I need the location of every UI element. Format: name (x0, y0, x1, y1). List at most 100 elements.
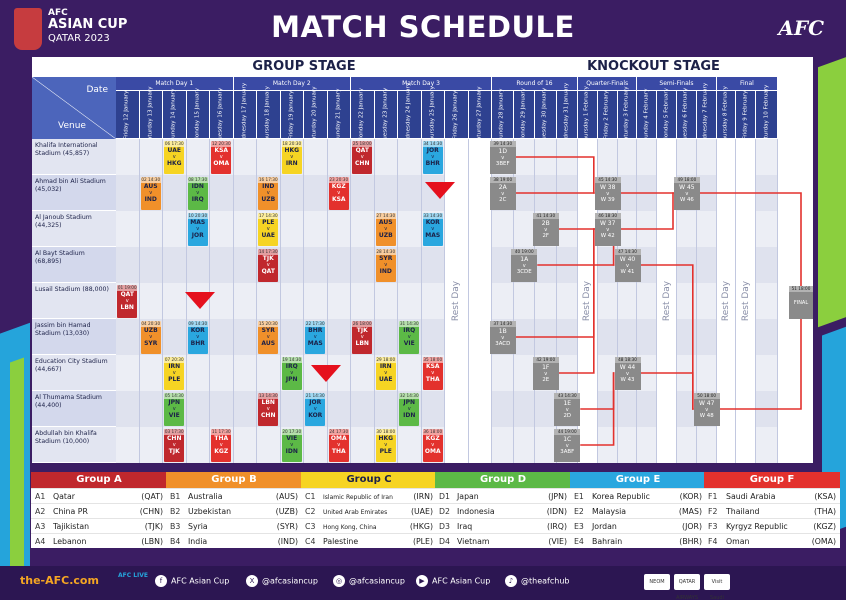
match-card[interactable]: 30 18:00 HKG v PLE (375, 428, 396, 462)
match-card[interactable]: 20 17:30 VIE v IDN (281, 428, 302, 462)
match-card[interactable]: 10 20:30 MAS v JOR (187, 212, 208, 246)
match-card[interactable]: 22 17:30 BHR v MAS (305, 320, 326, 354)
match-card[interactable]: 09 14:30 KOR v BHR (187, 320, 208, 354)
team-code: (BHR) (679, 537, 702, 546)
afc-live-badge[interactable]: AFC LIVE (118, 572, 148, 579)
grid-divider (279, 139, 281, 463)
home-team: HKG (284, 146, 300, 154)
match-card[interactable]: 26 18:00 TJK v LBN (352, 320, 373, 354)
match-card[interactable]: 01 19:00 QAT v LBN (117, 284, 138, 318)
knockout-match-card[interactable]: 43 14:30 1E v 2D (554, 392, 581, 426)
match-number: 25 (352, 140, 359, 146)
match-card[interactable]: 28 14:30 SYR v IND (375, 248, 396, 282)
kickoff-time: 20:30 (148, 320, 161, 326)
match-card[interactable]: 05 14:30 JPN v VIE (164, 392, 185, 426)
knockout-match-card[interactable]: 39 14:30 1D v 3BEF (489, 140, 516, 174)
home-team: IRQ (403, 326, 416, 334)
match-card[interactable]: 23 20:30 KGZ v KSA (328, 176, 349, 210)
away-team: UAE (261, 231, 275, 239)
match-card[interactable]: 08 17:30 IDN v IRQ (187, 176, 208, 210)
group-team-row: D1 Japan (JPN) (435, 488, 571, 503)
home-team: JOR (309, 398, 322, 406)
knockout-match-card[interactable]: 49 18:00 W 45 v W 46 (673, 176, 700, 210)
match-card[interactable]: 25 18:00 QAT v CHN (352, 140, 373, 174)
match-card[interactable]: 29 18:00 IRN v UAE (375, 356, 396, 390)
day-label: Saturday 20 January (311, 85, 318, 144)
home-team: QAT (120, 290, 134, 298)
match-card[interactable]: 12 20:30 KSA v OMA (211, 140, 232, 174)
youtube-link[interactable]: ▶ AFC Asian Cup (416, 575, 490, 587)
grid-divider (491, 139, 492, 463)
match-card[interactable]: 18 20:30 HKG v IRN (281, 140, 302, 174)
day-label: Monday 29 January (520, 87, 527, 142)
knockout-match-card[interactable]: 47 14:30 W 40 v W 41 (614, 248, 641, 282)
match-card[interactable]: 32 14:30 JPN v IDN (399, 392, 420, 426)
group-team-row: C3 Hong Kong, China (HKG) (301, 518, 437, 533)
match-card[interactable]: 19 14:30 IRQ v JPN (281, 356, 302, 390)
knockout-match-card[interactable]: 44 19:00 1C v 3ABF (554, 428, 581, 462)
versus: v (685, 190, 689, 197)
home-team: KSA (214, 146, 229, 154)
match-card[interactable]: 16 17:30 IND v UZB (258, 176, 279, 210)
match-card[interactable]: 15 20:30 SYR v AUS (258, 320, 279, 354)
knockout-match-card[interactable]: 37 14:30 1B v 3ACD (489, 320, 516, 354)
match-card[interactable]: 13 14:30 LBN v CHN (258, 392, 279, 426)
match-card[interactable]: 21 14:30 JOR v KOR (305, 392, 326, 426)
matchday-header: Match Day 3 (351, 77, 491, 90)
match-card[interactable]: 14 17:30 TJK v QAT (258, 248, 279, 282)
match-card[interactable]: 17 14:30 PLE v UAE (258, 212, 279, 246)
match-header: 41 14:30 (532, 212, 559, 219)
match-number: 46 (598, 212, 604, 218)
tiktok-link[interactable]: ♪ @theafchub (505, 575, 569, 587)
match-number: 43 (557, 392, 564, 398)
match-card[interactable]: 24 17:30 OMA v THA (328, 428, 349, 462)
x-link[interactable]: X @afcasiancup (246, 575, 318, 587)
match-header: 36 18:00 (422, 428, 443, 435)
knockout-match-card[interactable]: 46 18:30 W 37 v W 42 (594, 212, 621, 246)
match-card[interactable]: 03 17:30 CHN v TJK (164, 428, 185, 462)
rest-day-column (468, 139, 491, 463)
kickoff-time: 14:30 (406, 320, 419, 326)
instagram-icon: ◎ (333, 575, 345, 587)
day-label: Friday 9 February (742, 90, 749, 139)
match-card[interactable]: 34 14:30 JOR v BHR (422, 140, 443, 174)
match-card[interactable]: 36 18:00 KGZ v OMA (422, 428, 443, 462)
knockout-match-card[interactable]: 41 14:30 2B v 2F (532, 212, 559, 246)
knockout-match-card[interactable]: 42 19:00 1F v 2E (532, 356, 559, 390)
match-number: 19 (282, 356, 288, 362)
away-team: OMA (424, 447, 441, 455)
team-code: (IDN) (546, 507, 567, 516)
knockout-match-card[interactable]: 40 19:00 1A v 3CDE (511, 248, 538, 282)
match-number: 22 (305, 320, 312, 326)
match-card[interactable]: 07 20:30 IRN v PLE (164, 356, 185, 390)
day-label: Thursday 1 February (583, 85, 590, 144)
match-card[interactable]: 33 14:30 KOR v MAS (422, 212, 443, 246)
group-team-row: F4 Oman (OMA) (704, 533, 840, 548)
match-card[interactable]: 11 17:30 THA v KGZ (211, 428, 232, 462)
match-header: 25 18:00 (352, 140, 373, 147)
facebook-link[interactable]: f AFC Asian Cup (155, 575, 229, 587)
group-team-row: B3 Syria (SYR) (166, 518, 302, 533)
instagram-link[interactable]: ◎ @afcasiancup (333, 575, 405, 587)
knockout-match-card[interactable]: 45 14:30 W 38 v W 39 (594, 176, 621, 210)
knockout-match-card[interactable]: 48 18:30 W 44 v W 43 (614, 356, 641, 390)
home-team: JPN (168, 398, 181, 406)
team-code: (PLE) (412, 537, 433, 546)
knockout-match-card[interactable]: 38 19:00 2A v 2C (489, 176, 516, 210)
site-link[interactable]: the-AFC.com (20, 574, 99, 587)
match-card[interactable]: 31 14:30 IRQ v VIE (399, 320, 420, 354)
match-card[interactable]: 02 14:30 AUS v IND (140, 176, 161, 210)
away-team: HKG (166, 159, 182, 167)
versus: v (501, 190, 505, 197)
match-number: 45 (598, 176, 604, 182)
match-card[interactable]: 35 18:00 KSA v THA (422, 356, 443, 390)
match-header: 12 20:30 (211, 140, 232, 147)
match-card[interactable]: 27 14:30 AUS v UZB (375, 212, 396, 246)
knockout-match-card[interactable]: 50 18:00 W 47 v W 48 (693, 392, 720, 426)
match-card[interactable]: 04 20:30 UZB v SYR (140, 320, 161, 354)
team-name: China PR (53, 507, 88, 516)
home-team: KOR (190, 326, 205, 334)
match-header: 33 14:30 (422, 212, 443, 219)
match-card[interactable]: 06 17:30 UAE v HKG (164, 140, 185, 174)
versus: v (606, 226, 610, 233)
